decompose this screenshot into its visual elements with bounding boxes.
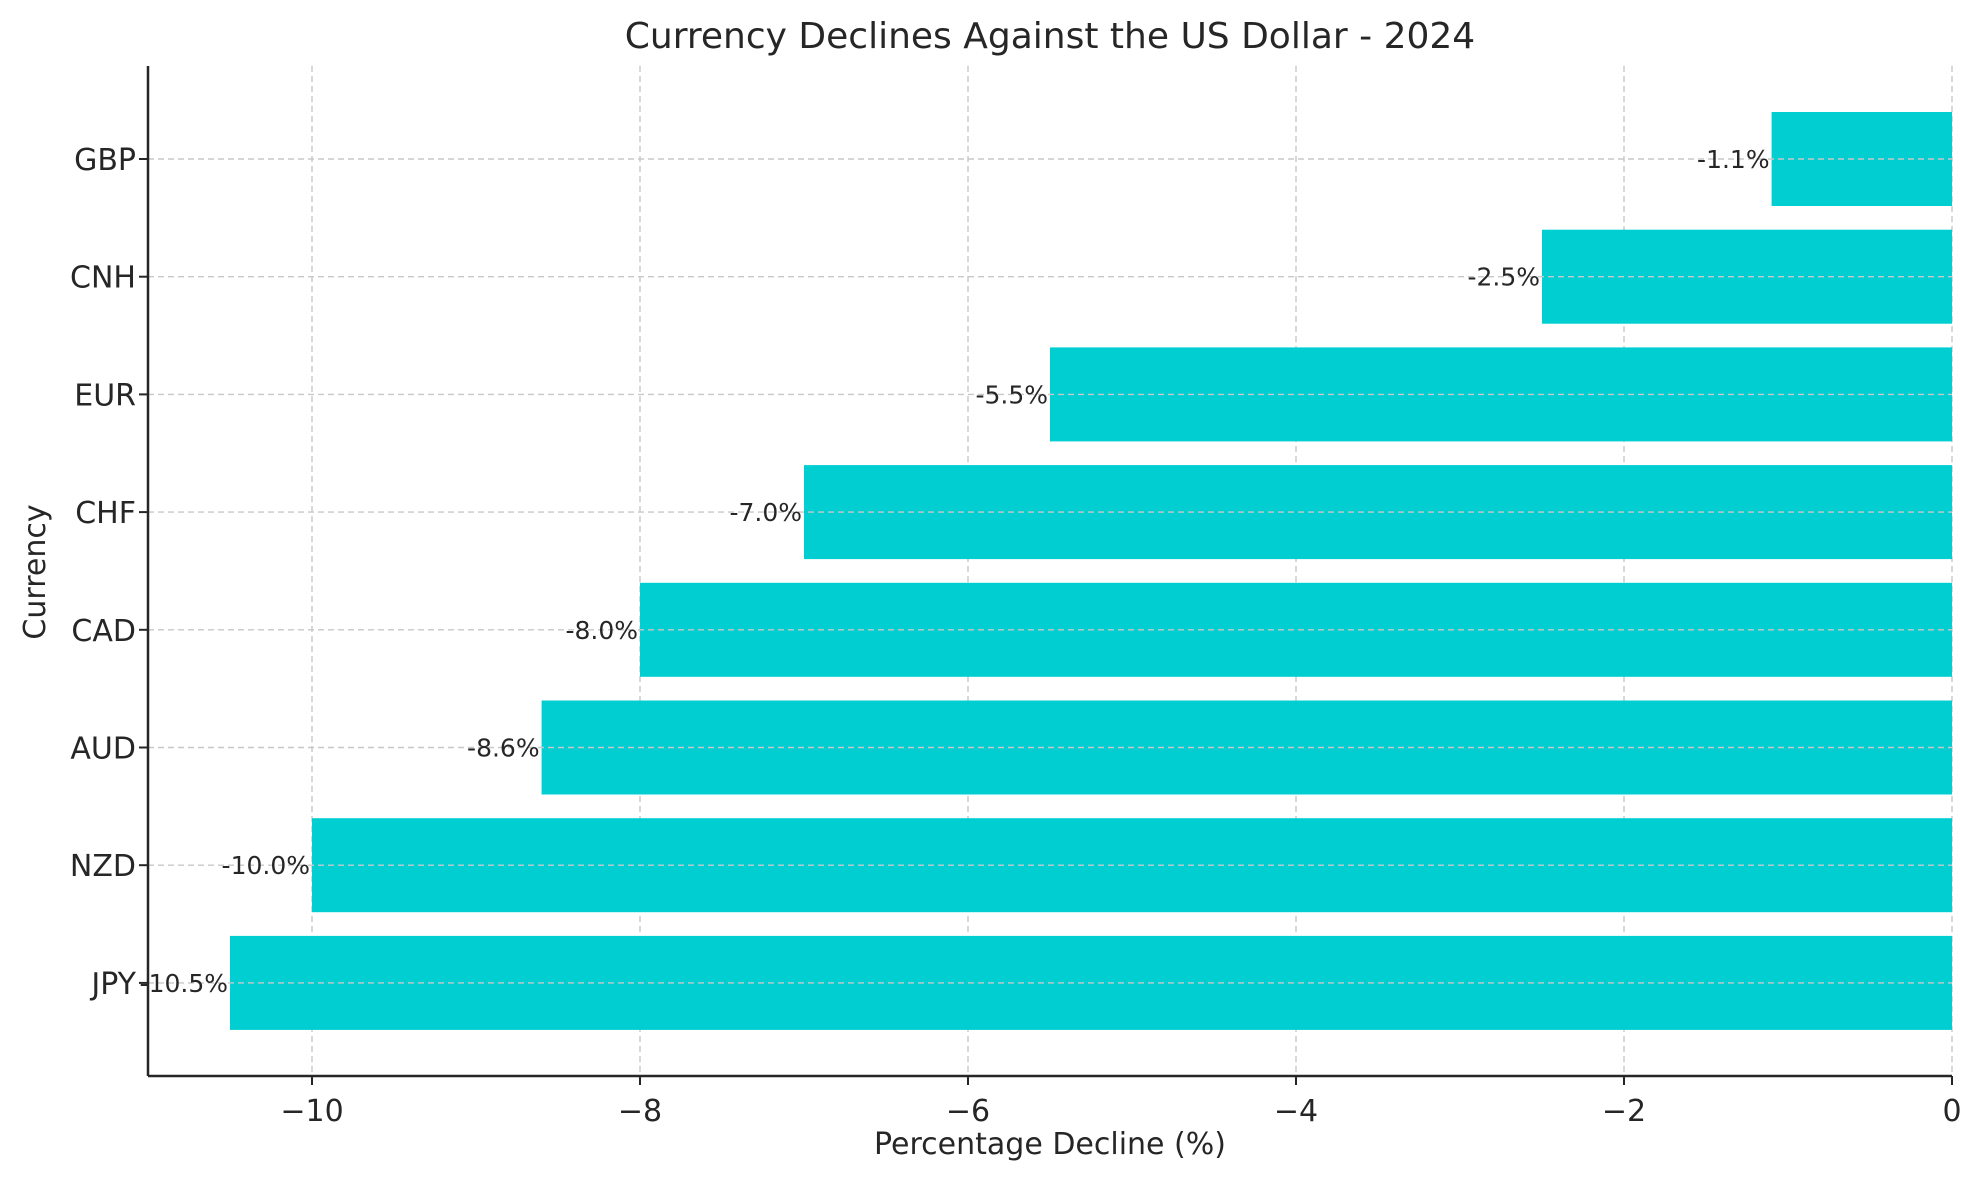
y-tick-label-aud: AUD xyxy=(70,732,136,767)
x-tick-label: −6 xyxy=(946,1094,990,1129)
x-tick-label: −2 xyxy=(1602,1094,1646,1129)
chart-title: Currency Declines Against the US Dollar … xyxy=(625,16,1475,57)
grid-lines xyxy=(311,66,1953,1076)
y-tick-label-eur: EUR xyxy=(74,378,136,413)
bars xyxy=(230,112,1952,1030)
x-tick-label: 0 xyxy=(1942,1094,1961,1129)
y-tick-label-chf: CHF xyxy=(75,496,136,531)
data-labels: -1.1% -2.5% -5.5% -7.0% -8.0% -8.6% -10.0% -10.… xyxy=(140,145,1952,998)
y-tick-label-jpy: JPY xyxy=(89,967,136,1002)
y-axis-label: Currency xyxy=(18,504,53,639)
bar-cad xyxy=(640,582,1952,677)
data-label-cad: -8.0% xyxy=(565,616,638,645)
x-tick-label: −4 xyxy=(1274,1094,1318,1129)
bar-aud xyxy=(541,700,1952,795)
data-label-nzd: -10.0% xyxy=(222,851,310,880)
x-tick-label: −10 xyxy=(280,1094,343,1129)
x-tick-label: −8 xyxy=(618,1094,662,1129)
x-axis-label: Percentage Decline (%) xyxy=(874,1127,1226,1162)
axes: −10 −8 −6 −4 −2 0 GBP CNH EUR CHF CAD AUD NZD JPY xyxy=(70,66,1962,1129)
y-tick-label-gbp: GBP xyxy=(74,143,136,178)
y-tick-label-cnh: CNH xyxy=(70,261,136,296)
data-label-eur: -5.5% xyxy=(975,380,1048,409)
y-tick-label-cad: CAD xyxy=(71,614,136,649)
data-label-gbp: -1.1% xyxy=(1697,145,1770,174)
data-label-cnh: -2.5% xyxy=(1467,263,1540,292)
y-tick-label-nzd: NZD xyxy=(70,849,136,884)
data-label-aud: -8.6% xyxy=(467,734,540,763)
data-label-jpy: -10.5% xyxy=(140,969,228,998)
data-label-chf: -7.0% xyxy=(729,498,802,527)
